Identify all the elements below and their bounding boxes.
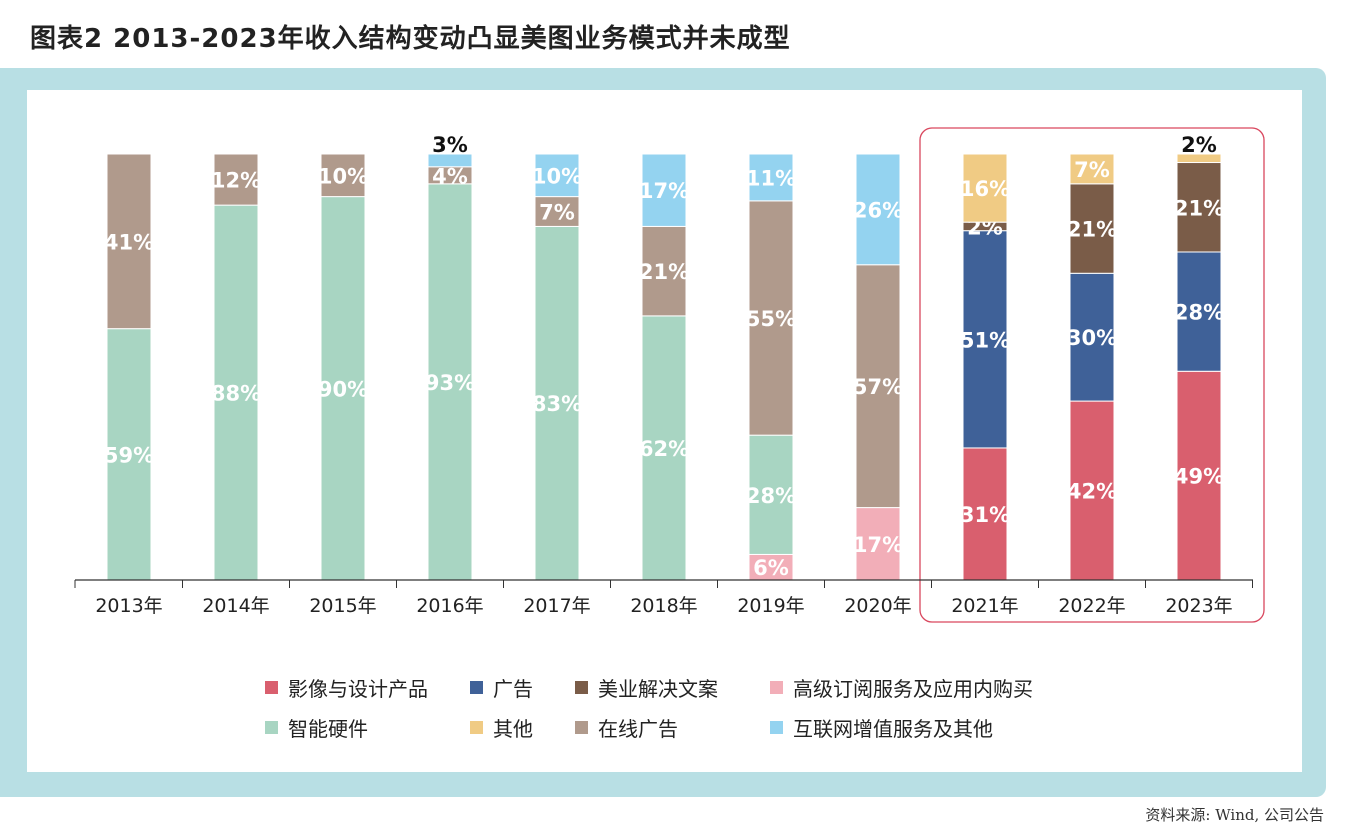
legend-item: 智能硬件 [265, 713, 368, 742]
data-label: 31% [960, 503, 1010, 527]
legend-swatch [770, 721, 783, 734]
data-label: 57% [853, 375, 903, 399]
legend-label: 在线广告 [598, 717, 678, 741]
data-label: 88% [211, 382, 261, 406]
data-label: 10% [318, 164, 368, 188]
bar-segment [1176, 370, 1222, 581]
data-label: 7% [539, 201, 575, 225]
bar-segment [748, 153, 794, 202]
bar-segment [748, 553, 794, 581]
x-tick-label: 2020年 [844, 595, 911, 617]
x-tick-label: 2019年 [737, 595, 804, 617]
data-label: 55% [746, 307, 796, 331]
data-label: 90% [318, 377, 368, 401]
bar-segment [534, 153, 580, 198]
x-tick-label: 2023年 [1165, 595, 1232, 617]
bar-segment [641, 315, 687, 581]
data-label: 49% [1174, 465, 1224, 489]
bar-segment [1176, 162, 1222, 253]
legend-swatch [470, 681, 483, 694]
legend-swatch [575, 721, 588, 734]
bar-segment [534, 196, 580, 227]
chart-title: 图表2 2013-2023年收入结构变动凸显美图业务模式并未成型 [30, 24, 791, 54]
bar-segment [1069, 153, 1115, 185]
highlight-box [919, 127, 1265, 623]
legend-label: 智能硬件 [288, 717, 368, 741]
x-tick-label: 2017年 [523, 595, 590, 617]
x-tick-label: 2014年 [202, 595, 269, 617]
legend-label: 美业解决文案 [598, 677, 718, 701]
legend-label: 广告 [493, 677, 533, 701]
data-label: 30% [1067, 326, 1117, 350]
x-tick-label: 2016年 [416, 595, 483, 617]
bar-segment [106, 153, 152, 330]
legend-item: 高级订阅服务及应用内购买 [770, 673, 1033, 702]
data-label: 59% [104, 443, 154, 467]
data-label: 26% [853, 198, 903, 222]
data-label: 41% [104, 230, 154, 254]
data-label: 11% [746, 166, 796, 190]
legend-swatch [575, 681, 588, 694]
data-label: 2% [1181, 133, 1217, 157]
data-label: 16% [960, 177, 1010, 201]
legend-label: 其他 [493, 717, 533, 741]
bar-segment [1176, 251, 1222, 372]
bar-segment [534, 225, 580, 581]
data-label: 7% [1074, 158, 1110, 182]
legend-label: 影像与设计产品 [288, 677, 428, 701]
data-label: 17% [853, 533, 903, 557]
legend-item: 互联网增值服务及其他 [770, 713, 993, 742]
legend-swatch [470, 721, 483, 734]
data-label: 83% [532, 392, 582, 416]
x-tick-label: 2022年 [1058, 595, 1125, 617]
data-label: 21% [1067, 218, 1117, 242]
legend-item: 美业解决文案 [575, 673, 718, 702]
bar-segment [641, 153, 687, 227]
bar-segment [106, 328, 152, 581]
bar-segment [855, 264, 901, 509]
bar-segment [213, 153, 259, 206]
legend-item: 其他 [470, 713, 533, 742]
data-label: 51% [960, 328, 1010, 352]
data-label: 3% [432, 133, 468, 157]
data-label: 21% [639, 260, 689, 284]
data-label: 28% [746, 484, 796, 508]
bar-segment [427, 153, 473, 168]
bar-segment [427, 183, 473, 581]
data-label: 4% [432, 164, 468, 188]
source-note: 资料来源: Wind, 公司公告 [1145, 806, 1324, 824]
bar-segment [748, 434, 794, 555]
legend-label: 高级订阅服务及应用内购买 [793, 677, 1033, 701]
bar-segment [855, 153, 901, 266]
data-label: 10% [532, 164, 582, 188]
legend-item: 广告 [470, 673, 533, 702]
bar-segment [1176, 153, 1222, 164]
x-tick-label: 2013年 [95, 595, 162, 617]
bar-segment [962, 153, 1008, 223]
x-tick-label: 2015年 [309, 595, 376, 617]
bar-segment [213, 204, 259, 581]
legend-item: 影像与设计产品 [265, 673, 428, 702]
data-label: 42% [1067, 480, 1117, 504]
bar-segment [855, 507, 901, 581]
bar-segment [320, 153, 366, 198]
data-label: 6% [753, 556, 789, 580]
data-label: 28% [1174, 301, 1224, 325]
legend-label: 互联网增值服务及其他 [793, 717, 993, 741]
data-label: 62% [639, 437, 689, 461]
x-tick-label: 2021年 [951, 595, 1018, 617]
legend-swatch [770, 681, 783, 694]
bar-segment [748, 200, 794, 436]
x-tick-label: 2018年 [630, 595, 697, 617]
legend-swatch [265, 681, 278, 694]
data-label: 17% [639, 179, 689, 203]
data-label: 21% [1174, 196, 1224, 220]
legend-item: 在线广告 [575, 713, 678, 742]
data-label: 93% [425, 371, 475, 395]
legend-swatch [265, 721, 278, 734]
data-label: 12% [211, 169, 261, 193]
bar-segment [641, 225, 687, 317]
